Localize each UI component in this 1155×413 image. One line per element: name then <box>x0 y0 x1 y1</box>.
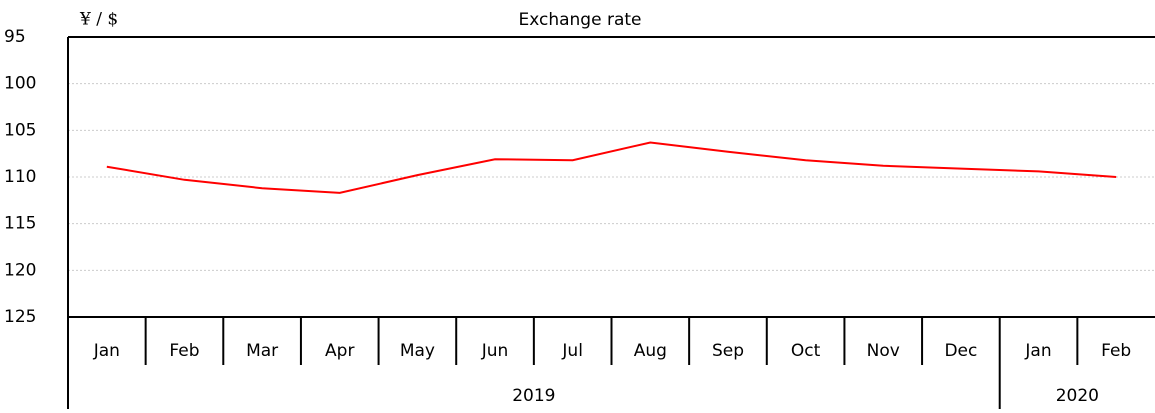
x-tick-label: Mar <box>246 341 278 361</box>
x-tick-label: Nov <box>867 341 900 361</box>
y-tick-label: 100 <box>4 74 36 94</box>
y-tick-label: 110 <box>4 167 36 187</box>
y-tick-label: 120 <box>4 260 36 280</box>
chart-title: Exchange rate <box>518 10 641 30</box>
y-tick-label: 105 <box>4 120 36 140</box>
y-axis-label: ¥ / $ <box>79 10 118 30</box>
y-tick-label: 95 <box>4 27 26 47</box>
y-tick-label: 125 <box>4 307 36 327</box>
x-tick-label: Oct <box>791 341 821 361</box>
x-tick-label: Aug <box>634 341 667 361</box>
data-line <box>106 141 1117 194</box>
x-tick-label: Feb <box>169 341 199 361</box>
x-tick-label: Sep <box>712 341 744 361</box>
x-tick-label: Dec <box>944 341 977 361</box>
x-tick-label: Jan <box>1024 341 1051 361</box>
year-label: 2019 <box>512 386 555 406</box>
x-tick-label: Apr <box>325 341 354 361</box>
x-tick-label: Jul <box>561 341 583 361</box>
x-tick-label: May <box>400 341 435 361</box>
x-tick-label: Jun <box>481 341 509 361</box>
y-tick-label: 115 <box>4 214 36 234</box>
year-label: 2020 <box>1056 386 1099 406</box>
x-tick-label: Jan <box>93 341 120 361</box>
x-tick-label: Feb <box>1101 341 1131 361</box>
